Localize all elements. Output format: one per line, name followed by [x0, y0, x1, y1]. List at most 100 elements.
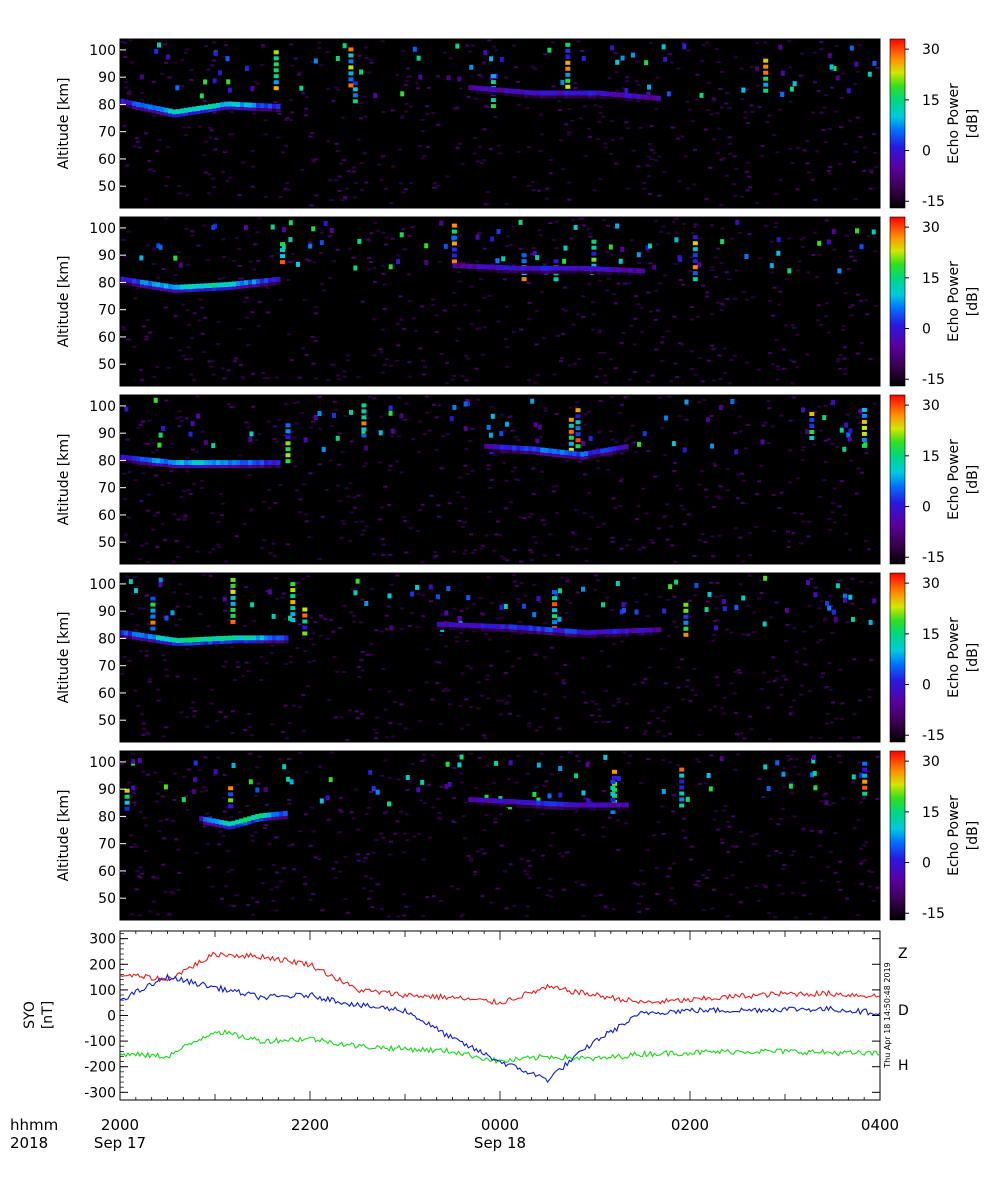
x-tick-label: 2200 — [291, 1116, 329, 1134]
radar-panel-2: 50 60 70 80 90 100 Altitude [km] 30 15 0 -15 Echo P… — [56, 216, 981, 388]
y-tick-label: 100 — [89, 43, 116, 59]
x-tick-label: 0200 — [671, 1116, 709, 1134]
plot-timestamp: Thu Apr 18 14:50:48 2019 — [883, 962, 892, 1069]
colorbar-unit: [dB] — [965, 465, 981, 494]
y-tick-label: 60 — [98, 864, 116, 880]
mag-y-tick-label: -300 — [84, 1085, 116, 1101]
date-label-sep18: Sep 18 — [474, 1134, 526, 1152]
panel-frame — [119, 216, 881, 387]
y-tick-label: 90 — [98, 604, 116, 620]
echo-layer-1 — [120, 276, 281, 293]
colorbar — [889, 572, 906, 743]
echo-layer-2 — [484, 443, 629, 460]
colorbar-tick-label: 30 — [922, 576, 940, 592]
y-tick-label: 50 — [98, 713, 116, 729]
y-axis-label: Altitude [km] — [56, 434, 72, 526]
panel-frame — [119, 572, 881, 743]
y-tick-label: 100 — [89, 399, 116, 415]
colorbar — [889, 216, 906, 387]
echo-streaks — [150, 577, 689, 637]
echo-layer-2 — [452, 263, 645, 277]
y-tick-label: 60 — [98, 686, 116, 702]
series-Z — [119, 951, 881, 1005]
radar-panel-4: 50 60 70 80 90 100 Altitude [km] 30 15 0 -15 Echo P… — [56, 572, 981, 744]
colorbar-label: Echo Power — [946, 83, 962, 164]
x-row-label-time: hhmm — [10, 1116, 58, 1134]
colorbar-tick-label: -15 — [922, 550, 945, 566]
mag-y-tick-label: 300 — [89, 932, 116, 948]
echo-noise — [120, 573, 873, 741]
colorbar-label: Echo Power — [946, 617, 962, 698]
radar-panel-1: 50 60 70 80 90 100 Altitude [km] 30 15 0 -15 Echo P… — [56, 38, 981, 210]
y-tick-label: 60 — [98, 152, 116, 168]
y-tick-label: 80 — [98, 809, 116, 825]
mag-ylabel: SYO — [22, 1001, 38, 1029]
colorbar-tick-label: 30 — [922, 220, 940, 236]
echo-speckles — [139, 219, 876, 276]
y-axis-label: Altitude [km] — [56, 78, 72, 170]
y-axis-label: Altitude [km] — [56, 790, 72, 882]
echo-layer-1 — [120, 98, 281, 118]
y-tick-label: 80 — [98, 453, 116, 469]
mag-yunit: [nT] — [40, 1001, 56, 1029]
colorbar-tick-label: 30 — [922, 42, 940, 58]
colorbar-tick-label: -15 — [922, 372, 945, 388]
y-axis-label: Altitude [km] — [56, 256, 72, 348]
colorbar-unit: [dB] — [965, 109, 981, 138]
x-tick-label: 2000 — [101, 1116, 139, 1134]
mag-y-tick-label: 0 — [107, 1009, 116, 1025]
colorbar — [889, 38, 906, 209]
mag-y-tick-label: -200 — [84, 1060, 116, 1076]
x-row-label-year: 2018 — [10, 1134, 48, 1152]
colorbar-tick-label: 15 — [922, 805, 940, 821]
colorbar-tick-label: 0 — [922, 144, 931, 160]
y-tick-label: 60 — [98, 508, 116, 524]
mag-y-tick-label: 100 — [89, 983, 116, 999]
y-tick-label: 70 — [98, 837, 116, 853]
y-tick-label: 80 — [98, 631, 116, 647]
panel-frame — [119, 38, 881, 209]
x-tick-label: 0000 — [481, 1116, 519, 1134]
series-D — [119, 1029, 881, 1065]
mag-y-tick-label: -100 — [84, 1034, 116, 1050]
y-tick-label: 50 — [98, 891, 116, 907]
y-tick-label: 70 — [98, 481, 116, 497]
echo-streaks — [280, 223, 698, 282]
colorbar — [889, 750, 906, 921]
colorbar-tick-label: 0 — [922, 856, 931, 872]
colorbar — [889, 394, 906, 565]
colorbar-tick-label: 0 — [922, 500, 931, 516]
echo-streaks — [285, 403, 867, 464]
echo-noise — [120, 751, 880, 919]
colorbar-unit: [dB] — [965, 287, 981, 316]
mag-y-tick-label: 200 — [89, 957, 116, 973]
echo-layer-2 — [436, 621, 662, 638]
y-tick-label: 70 — [98, 303, 116, 319]
panel-frame — [119, 394, 881, 565]
y-tick-label: 60 — [98, 330, 116, 346]
y-tick-label: 90 — [98, 70, 116, 86]
colorbar-tick-label: -15 — [922, 728, 945, 744]
colorbar-tick-label: 15 — [922, 449, 940, 465]
echo-noise — [121, 217, 879, 385]
colorbar-label: Echo Power — [946, 261, 962, 342]
radar-panel-5: 50 60 70 80 90 100 Altitude [km] 30 15 0 -15 Echo P… — [56, 750, 981, 922]
y-tick-label: 90 — [98, 248, 116, 264]
colorbar-tick-label: 0 — [922, 322, 931, 338]
radar-panel-3: 50 60 70 80 90 100 Altitude [km] 30 15 0 -15 Echo P… — [56, 394, 981, 566]
colorbar-label: Echo Power — [946, 795, 962, 876]
series-label-D: D — [898, 1003, 909, 1019]
y-tick-label: 100 — [89, 577, 116, 593]
echo-layer-2 — [468, 85, 661, 104]
y-tick-label: 80 — [98, 275, 116, 291]
colorbar-tick-label: 30 — [922, 754, 940, 770]
colorbar-tick-label: 0 — [922, 678, 931, 694]
colorbar-tick-label: 30 — [922, 398, 940, 414]
y-tick-label: 100 — [89, 221, 116, 237]
echo-noise — [122, 395, 877, 563]
echo-streaks — [124, 761, 868, 814]
date-label-sep17: Sep 17 — [94, 1134, 146, 1152]
y-tick-label: 50 — [98, 179, 116, 195]
colorbar-tick-label: 15 — [922, 627, 940, 643]
